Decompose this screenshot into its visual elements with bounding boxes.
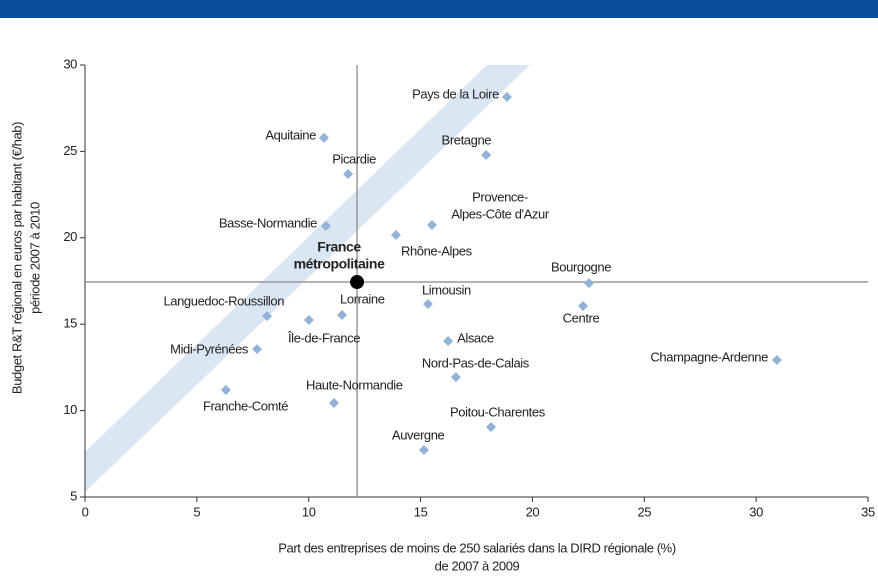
point-label: Midi-Pyrénées [170, 342, 249, 357]
y-tick-label: 5 [70, 488, 77, 503]
point [328, 397, 339, 408]
point-label: Franche-Comté [203, 398, 288, 413]
point-label: Lorraine [340, 291, 385, 306]
x-tick-label: 20 [526, 504, 540, 519]
point [262, 311, 273, 322]
point-label: Picardie [332, 151, 376, 166]
point [584, 278, 595, 289]
point-label: Alsace [457, 330, 494, 345]
x-tick-label: 10 [302, 504, 316, 519]
y-axis-label: Budget R&T régional en euros par habitan… [9, 122, 24, 394]
point [320, 221, 331, 232]
point-label: Rhône-Alpes [401, 243, 473, 258]
point-label: Provence- [472, 189, 528, 204]
point-label: Champagne-Ardenne [650, 349, 768, 364]
point [422, 298, 433, 309]
highlight-label: France [317, 239, 361, 255]
header-bar [0, 0, 878, 18]
point-label: Bretagne [442, 132, 492, 147]
point [390, 230, 401, 241]
point-label: Nord-Pas-de-Calais [422, 356, 530, 371]
point [318, 132, 329, 143]
point-label: Alpes-Côte d'Azur [451, 206, 550, 221]
point [343, 169, 354, 180]
x-tick-label: 35 [861, 504, 875, 519]
x-tick-label: 15 [414, 504, 428, 519]
point-label: Haute-Normandie [306, 377, 403, 392]
x-tick-label: 5 [193, 504, 200, 519]
point [501, 91, 512, 102]
point [486, 422, 497, 433]
point-label: Poitou-Charentes [450, 404, 546, 419]
point [443, 335, 454, 346]
x-tick-label: 25 [637, 504, 651, 519]
x-axis-label: Part des entreprises de moins de 250 sal… [278, 540, 676, 555]
x-tick-label: 30 [749, 504, 763, 519]
point [418, 444, 429, 455]
point-label: Île-de-France [287, 330, 360, 345]
x-axis-label: de 2007 à 2009 [435, 558, 520, 573]
point-label: Aquitaine [265, 127, 316, 142]
point [771, 354, 782, 365]
highlight-label: métropolitaine [294, 256, 385, 272]
highlight-point [350, 275, 365, 290]
point-label: Languedoc-Roussillon [163, 294, 284, 309]
y-tick-label: 30 [63, 56, 77, 71]
y-axis-label: période 2007 à 2010 [27, 202, 42, 314]
point [577, 301, 588, 312]
point [337, 310, 348, 321]
y-tick-label: 10 [63, 402, 77, 417]
point-label: Bourgogne [551, 260, 611, 275]
point-label: Basse-Normandie [219, 215, 317, 230]
point-label: Limousin [422, 282, 471, 297]
point [426, 220, 437, 231]
point-label: Centre [563, 310, 600, 325]
point [481, 150, 492, 161]
point [303, 315, 314, 326]
point [450, 372, 461, 383]
point [220, 385, 231, 396]
y-tick-label: 15 [63, 316, 77, 331]
y-tick-label: 25 [63, 143, 77, 158]
y-tick-label: 20 [63, 229, 77, 244]
x-tick-label: 0 [82, 504, 89, 519]
trend-band [85, 65, 530, 492]
point-label: Pays de la Loire [412, 86, 499, 101]
point-label: Auvergne [392, 427, 445, 442]
point [252, 344, 263, 355]
